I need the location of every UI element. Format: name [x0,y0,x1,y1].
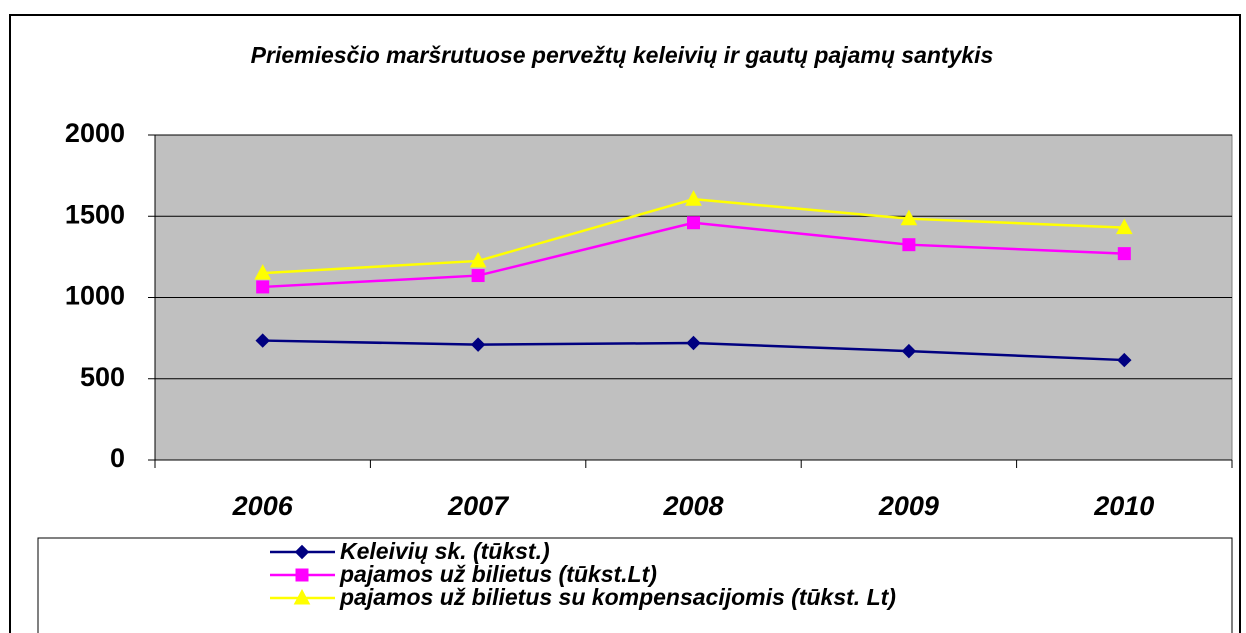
y-tick-label: 1000 [65,281,125,311]
legend-label: pajamos už bilietus (tūkst.Lt) [339,561,657,587]
marker-diamond [901,343,917,359]
legend-label: Keleivių sk. (tūkst.) [340,538,550,564]
marker-square [1117,247,1131,261]
legend-marker [293,588,311,605]
y-tick-label: 0 [110,443,125,473]
x-tick-label: 2007 [447,491,510,521]
marker-square [687,216,700,230]
y-tick-label: 1500 [65,199,125,229]
x-tick-label: 2006 [232,491,294,521]
marker-triangle [685,190,702,206]
marker-diamond [470,337,486,352]
marker-square [256,280,270,294]
marker-square [471,269,485,283]
legend-label: pajamos už bilietus su kompensacijomis (… [339,584,896,610]
marker-square [902,238,916,252]
marker-diamond [686,335,701,351]
marker-triangle [254,264,272,280]
chart-title: Priemiesčio maršrutuose pervežtų keleivi… [251,42,994,68]
legend-marker [294,544,310,560]
legend-marker [295,568,309,582]
y-tick-label: 2000 [65,118,125,148]
y-tick-label: 500 [80,362,125,392]
marker-diamond [255,333,270,348]
legend-box [37,537,1233,633]
marker-triangle [1115,218,1133,235]
marker-triangle [900,209,918,226]
marker-diamond [1117,352,1132,368]
marker-triangle [469,251,487,268]
x-tick-label: 2008 [662,491,723,521]
x-tick-label: 2009 [878,491,939,521]
x-tick-label: 2010 [1093,491,1154,521]
